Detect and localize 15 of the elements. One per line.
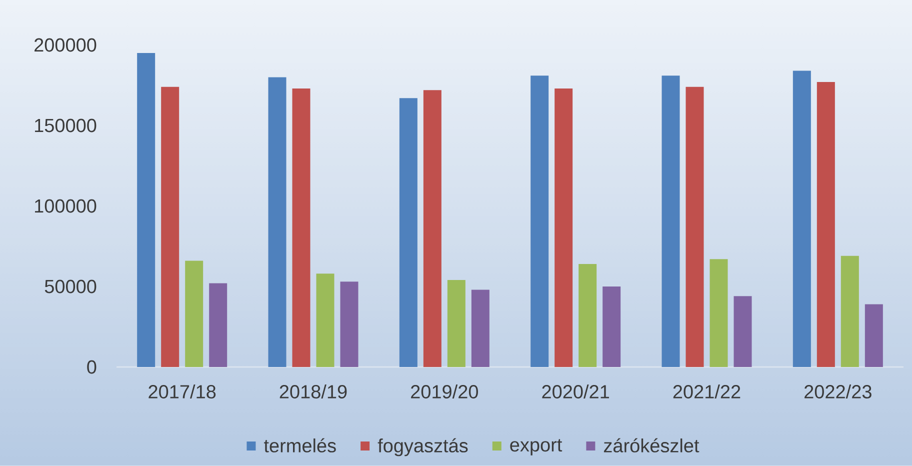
x-tick-label: 2020/21 (542, 384, 609, 398)
x-tick-label: 2019/20 (411, 384, 478, 398)
x-tick-label: 2021/22 (673, 384, 740, 398)
y-tick-label: 0 (87, 360, 96, 374)
y-tick-label: 100000 (35, 199, 96, 213)
y-tick-label: 150000 (35, 118, 96, 132)
x-tick-label: 2017/18 (148, 384, 216, 398)
y-tick-label: 200000 (34, 38, 96, 52)
y-tick-label: 50000 (44, 280, 96, 294)
legend-label: fogyasztás (378, 438, 468, 456)
legend-label: export (510, 439, 562, 456)
x-tick-label: 2018/19 (280, 384, 347, 398)
legend-label: termelés (264, 438, 336, 452)
legend-label: zárókészlet (604, 438, 700, 452)
x-tick-label: 2022/23 (804, 384, 872, 398)
